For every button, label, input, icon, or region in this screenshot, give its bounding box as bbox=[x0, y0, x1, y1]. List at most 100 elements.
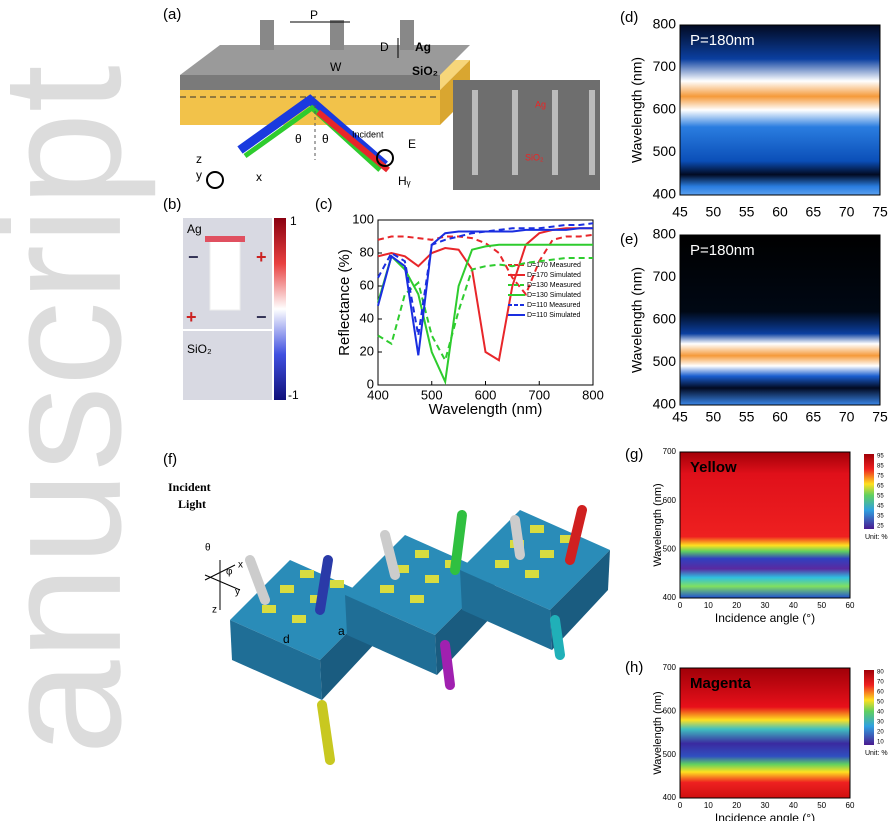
label: SiO₂ bbox=[187, 342, 212, 356]
x-axis-label: Incidence angle (°) bbox=[715, 611, 815, 625]
y-tick-label: 700 bbox=[663, 663, 677, 672]
colorbar bbox=[274, 218, 286, 400]
panel-label: (a) bbox=[163, 6, 181, 23]
panel-label: (d) bbox=[620, 9, 638, 26]
label: Ag bbox=[415, 40, 431, 54]
sign: + bbox=[186, 307, 197, 327]
y-tick-label: 500 bbox=[663, 544, 677, 553]
colorbar-label: 65 bbox=[877, 484, 884, 490]
heatmap bbox=[680, 235, 880, 405]
y-axis-label: Wavelength (nm) bbox=[652, 483, 664, 566]
annotation: P=180nm bbox=[690, 242, 755, 259]
colorbar-label: -1 bbox=[288, 388, 299, 402]
x-tick-label: 20 bbox=[732, 601, 741, 610]
colorbar bbox=[864, 454, 874, 529]
x-tick-label: 70 bbox=[839, 204, 855, 220]
pillar bbox=[210, 240, 240, 310]
colorbar-label: 80 bbox=[877, 670, 884, 676]
x-axis-label: Incidence angle (°) bbox=[715, 811, 815, 821]
y-tick-label: 500 bbox=[653, 353, 677, 369]
label: Incident bbox=[352, 129, 384, 139]
y-tick-label: 800 bbox=[653, 16, 677, 32]
legend-label: D=110 Measured bbox=[527, 302, 580, 309]
metasurface-schematic bbox=[205, 510, 610, 760]
label: E bbox=[408, 137, 416, 151]
label: y bbox=[196, 168, 202, 182]
colorbar-label: 50 bbox=[877, 700, 884, 706]
x-tick-label: 45 bbox=[672, 204, 688, 220]
x-tick-label: 50 bbox=[706, 204, 722, 220]
y-tick-label: 800 bbox=[653, 226, 677, 242]
label: W bbox=[330, 60, 342, 74]
x-tick-label: 20 bbox=[732, 801, 741, 810]
colorbar-label: 40 bbox=[877, 710, 884, 716]
colorbar-label: 30 bbox=[877, 720, 884, 726]
colorbar-label: 10 bbox=[877, 740, 884, 746]
panel-label: (f) bbox=[163, 451, 177, 468]
page: anuscript (a) P D Ag W SiO₂ θ θ Incident… bbox=[0, 0, 888, 821]
x-tick-label: 40 bbox=[789, 601, 798, 610]
sign: + bbox=[256, 247, 267, 267]
colorbar-label: 35 bbox=[877, 514, 884, 520]
label: φ bbox=[226, 567, 233, 578]
y-tick-label: 400 bbox=[663, 793, 677, 802]
x-tick-label: 50 bbox=[817, 601, 826, 610]
hotspot bbox=[205, 236, 245, 242]
label: Incident bbox=[168, 480, 211, 494]
x-tick-label: 75 bbox=[872, 204, 888, 220]
label: Ag bbox=[535, 99, 546, 109]
label: z bbox=[196, 152, 202, 166]
y-axis-label: Wavelength (nm) bbox=[629, 267, 645, 373]
label: D bbox=[380, 40, 389, 54]
y-tick-label: 500 bbox=[653, 143, 677, 159]
x-tick-label: 30 bbox=[761, 601, 770, 610]
x-tick-label: 800 bbox=[582, 387, 604, 402]
y-tick-label: 600 bbox=[653, 101, 677, 117]
x-tick-label: 60 bbox=[772, 409, 788, 425]
y-tick-label: 600 bbox=[663, 496, 677, 505]
y-tick-label: 40 bbox=[360, 310, 374, 325]
label: Ag bbox=[187, 222, 202, 236]
label: d bbox=[283, 632, 290, 646]
y-axis-label: Wavelength (nm) bbox=[652, 691, 664, 774]
sign: − bbox=[256, 307, 267, 327]
colorbar-label: 95 bbox=[877, 454, 884, 460]
x-tick-label: 70 bbox=[839, 409, 855, 425]
x-tick-label: 50 bbox=[706, 409, 722, 425]
y-tick-label: 80 bbox=[360, 244, 374, 259]
panel-label: (g) bbox=[625, 446, 643, 463]
x-tick-label: 60 bbox=[772, 204, 788, 220]
sign: − bbox=[188, 247, 199, 267]
y-tick-label: 700 bbox=[653, 268, 677, 284]
label: Light bbox=[178, 497, 206, 511]
x-tick-label: 55 bbox=[739, 409, 755, 425]
legend-label: D=130 Simulated bbox=[527, 292, 581, 299]
heatmap bbox=[680, 25, 880, 195]
x-tick-label: 60 bbox=[846, 601, 855, 610]
panel-label: (b) bbox=[163, 196, 181, 213]
label: P bbox=[310, 8, 318, 22]
y-tick-label: 700 bbox=[663, 447, 677, 456]
colorbar-label: 85 bbox=[877, 464, 884, 470]
label: SiO₂ bbox=[412, 64, 438, 78]
label: z bbox=[212, 605, 217, 616]
colorbar-label: 25 bbox=[877, 524, 884, 530]
legend-label: D=110 Simulated bbox=[527, 312, 580, 319]
y-tick-label: 60 bbox=[360, 277, 374, 292]
y-axis-label: Reflectance (%) bbox=[336, 249, 353, 356]
label: x bbox=[238, 560, 243, 571]
annotation: P=180nm bbox=[690, 32, 755, 49]
colorbar-label: 1 bbox=[290, 214, 297, 228]
figure: anuscript (a) P D Ag W SiO₂ θ θ Incident… bbox=[0, 0, 888, 821]
y-tick-label: 600 bbox=[663, 706, 677, 715]
x-tick-label: 0 bbox=[678, 601, 683, 610]
colorbar-label: 45 bbox=[877, 504, 884, 510]
label: y bbox=[235, 587, 240, 598]
y-tick-label: 20 bbox=[360, 343, 374, 358]
legend-label: D=170 Measured bbox=[527, 262, 581, 269]
unit-label: Unit: % bbox=[865, 750, 888, 757]
x-tick-label: 65 bbox=[806, 409, 822, 425]
x-tick-label: 50 bbox=[817, 801, 826, 810]
y-tick-label: 100 bbox=[352, 211, 374, 226]
